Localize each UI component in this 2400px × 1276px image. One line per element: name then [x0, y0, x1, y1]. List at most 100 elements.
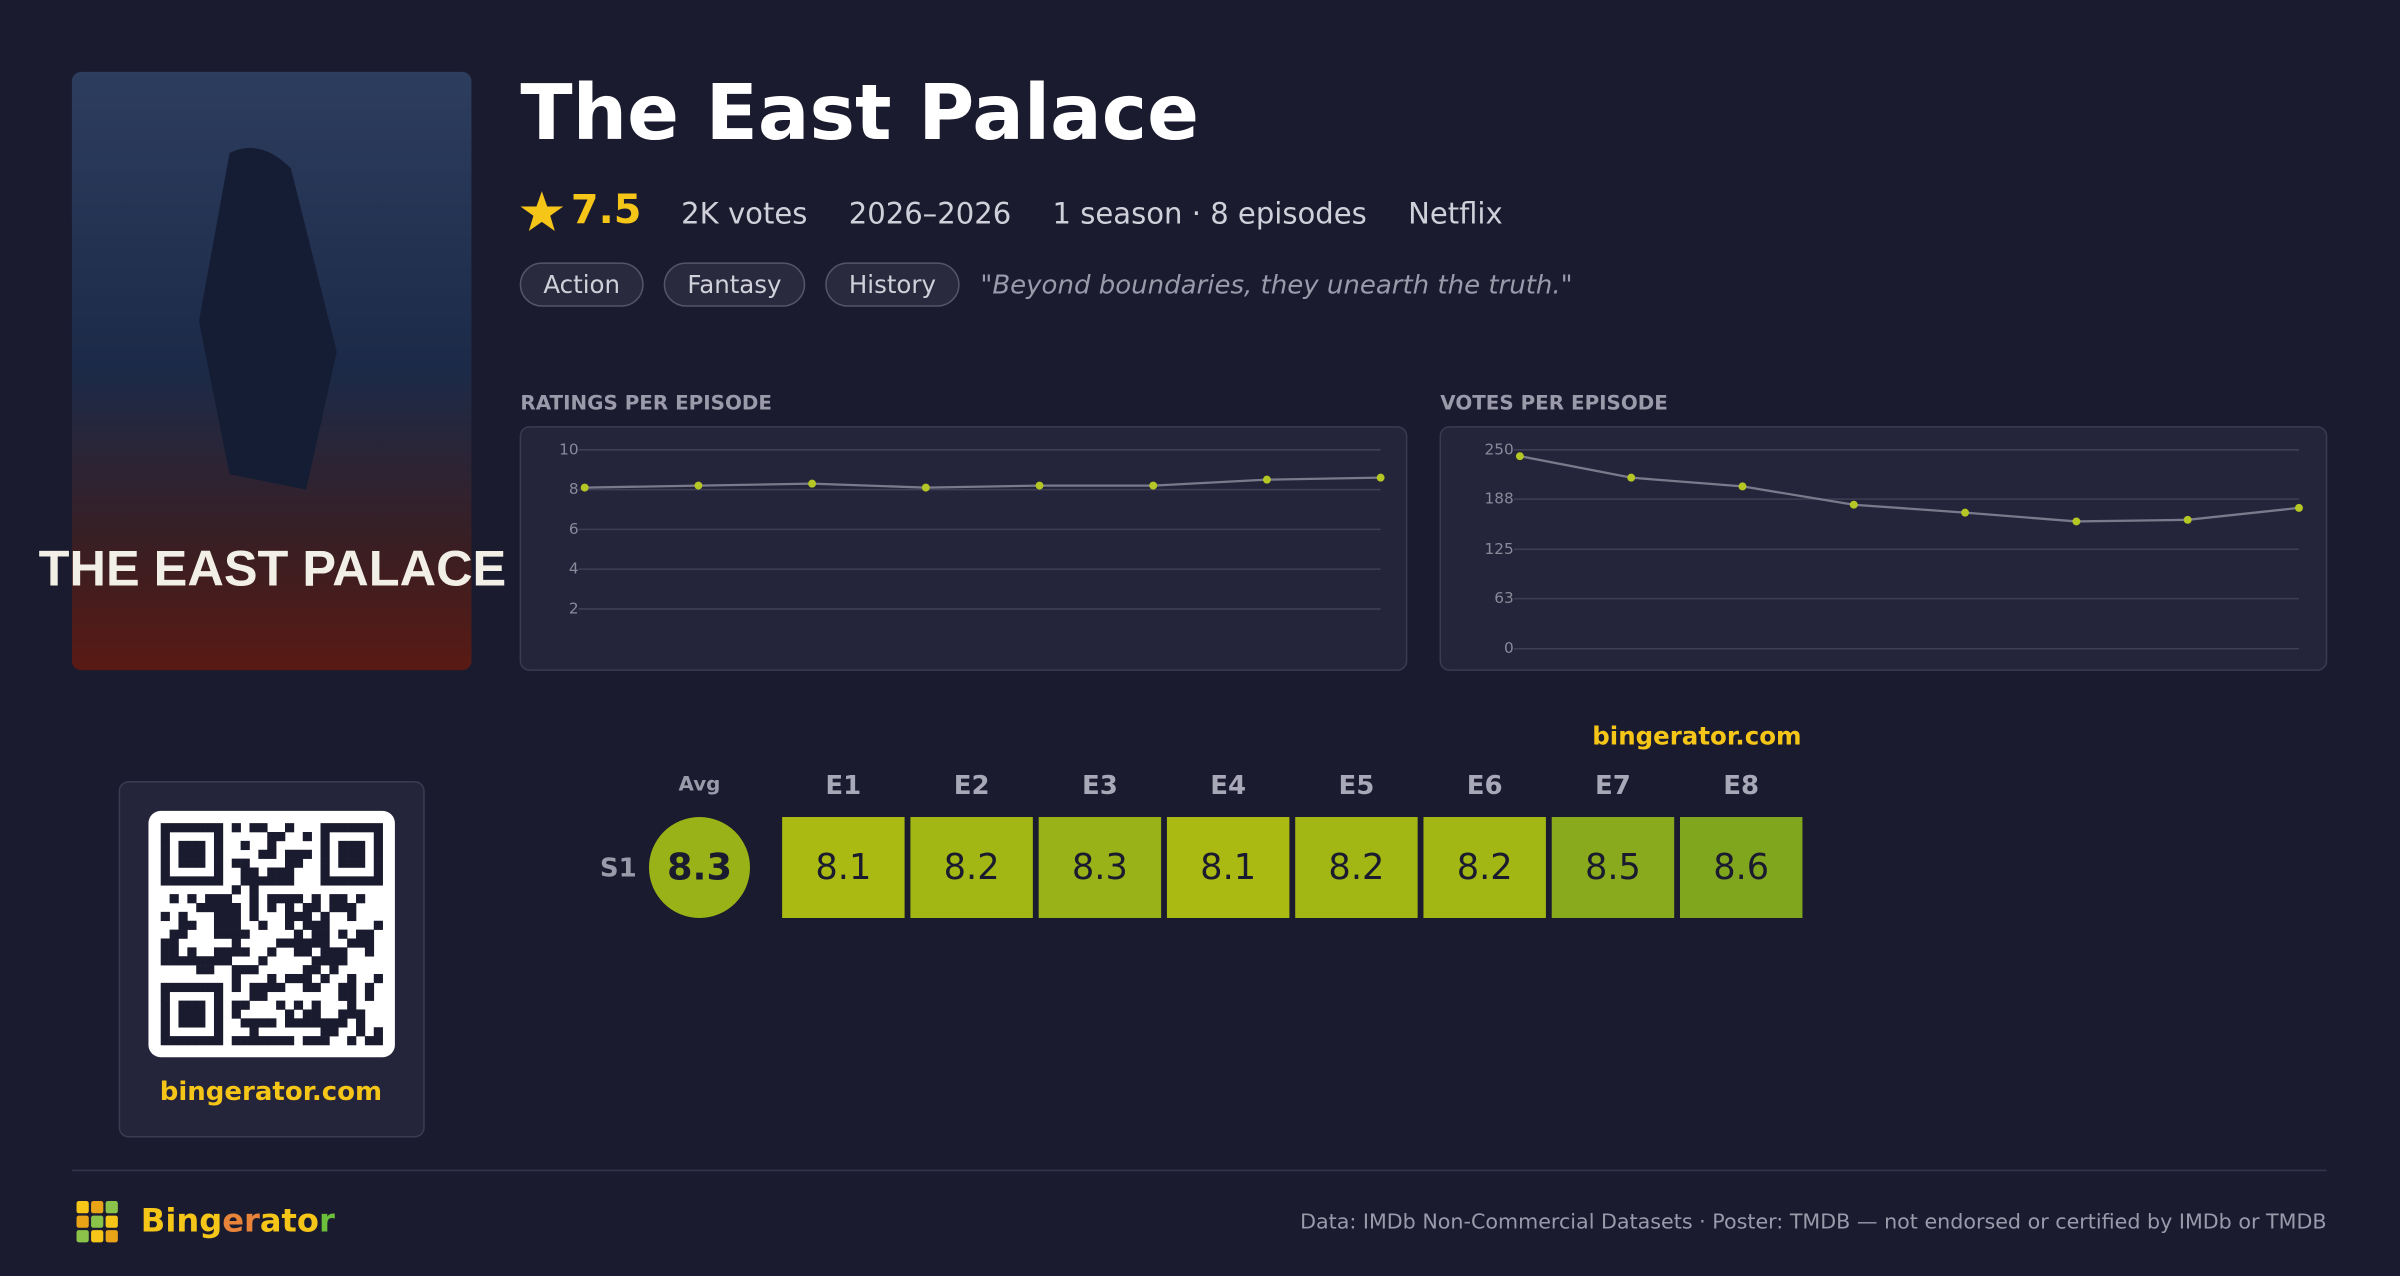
qr-module	[160, 911, 170, 922]
qr-module	[347, 991, 357, 1001]
qr-module	[249, 867, 259, 877]
qr-module	[302, 920, 312, 930]
qr-module	[276, 982, 286, 993]
season-label: S1	[600, 854, 637, 884]
qr-module	[258, 1018, 268, 1028]
avg-label: Avg	[679, 772, 721, 795]
qr-module	[311, 1036, 321, 1046]
qr-module	[213, 1018, 224, 1028]
qr-module	[187, 956, 197, 966]
qr-module	[160, 938, 170, 948]
qr-module	[285, 849, 295, 859]
qr-module	[338, 849, 348, 859]
qr-module	[347, 1000, 357, 1010]
qr-module	[320, 876, 330, 886]
qr-module	[320, 911, 330, 922]
qr-module	[311, 938, 321, 948]
episode-label: E4	[1210, 771, 1246, 801]
qr-module	[320, 1018, 330, 1028]
rating-cell	[910, 817, 1033, 918]
y-tick-label: 0	[1504, 639, 1514, 657]
qr-module	[160, 832, 170, 842]
qr-module	[293, 911, 304, 922]
qr-module	[205, 1036, 215, 1046]
qr-module	[258, 920, 268, 930]
qr-module	[311, 1000, 321, 1010]
qr-module	[302, 1036, 312, 1046]
qr-module	[373, 973, 383, 984]
qr-module	[196, 823, 206, 833]
qr-module	[240, 965, 250, 975]
qr-module	[249, 876, 259, 886]
qr-module	[187, 849, 197, 859]
qr-module	[347, 902, 357, 913]
qr-module	[160, 982, 170, 993]
qr-module	[213, 947, 224, 957]
qr-module	[285, 858, 295, 868]
qr-module	[373, 849, 383, 859]
cell-value: 8.2	[944, 847, 1000, 888]
qr-module	[213, 956, 224, 966]
qr-module	[160, 1000, 170, 1010]
qr-module	[187, 876, 197, 886]
qr-module	[356, 938, 366, 948]
qr-bg	[148, 810, 395, 1058]
qr-module	[267, 902, 277, 913]
qr-module	[302, 938, 312, 948]
point	[808, 479, 817, 488]
qr-module	[311, 956, 321, 966]
qr-site: bingerator.com	[160, 1077, 382, 1107]
qr-module	[356, 1027, 366, 1037]
qr-module	[364, 991, 375, 1001]
qr-module	[196, 1036, 206, 1046]
y-tick-label: 10	[559, 440, 578, 458]
qr-module	[187, 840, 197, 851]
qr-module	[231, 911, 241, 922]
qr-module	[293, 849, 304, 859]
qr-module	[373, 1036, 383, 1046]
episode-label: E6	[1467, 771, 1503, 801]
qr-module	[187, 1018, 197, 1028]
episode-label: E5	[1338, 771, 1374, 801]
qr-module	[302, 849, 312, 859]
genre-label: Action	[543, 270, 620, 299]
qr-module	[240, 1000, 250, 1010]
qr-module	[196, 965, 206, 975]
qr-module	[356, 858, 366, 868]
y-tick-label: 250	[1485, 440, 1514, 458]
qr-module	[222, 956, 233, 966]
point	[1849, 500, 1858, 509]
qr-module	[338, 1009, 348, 1019]
qr-module	[187, 858, 197, 868]
qr-module	[169, 929, 179, 939]
chart-title: VOTES PER EPISODE	[1440, 391, 1668, 414]
qr-module	[302, 973, 312, 984]
qr-module	[196, 902, 206, 913]
point	[1262, 475, 1271, 484]
qr-module	[178, 956, 188, 966]
qr-module	[356, 929, 366, 939]
cell-value: 8.2	[1328, 847, 1384, 888]
qr-module	[213, 832, 224, 842]
y-tick-label: 2	[569, 599, 579, 617]
qr-module	[267, 982, 277, 993]
qr-module	[320, 858, 330, 868]
qr-module	[356, 823, 366, 833]
qr-module	[231, 823, 241, 833]
rating-cell	[1166, 817, 1290, 918]
qr-module	[169, 894, 179, 904]
qr-module	[285, 1036, 295, 1046]
qr-module	[373, 858, 383, 868]
qr-module	[311, 894, 321, 904]
rating-cell	[1551, 817, 1675, 918]
qr-module	[338, 982, 348, 993]
qr-module	[222, 929, 233, 939]
qr-module	[311, 902, 321, 913]
rating: 7.5	[571, 187, 641, 233]
qr-module	[338, 1018, 348, 1028]
episode-label: E2	[954, 771, 990, 801]
qr-module	[213, 858, 224, 868]
qr-module	[249, 991, 259, 1001]
qr-module	[320, 973, 330, 984]
qr-module	[329, 876, 339, 886]
